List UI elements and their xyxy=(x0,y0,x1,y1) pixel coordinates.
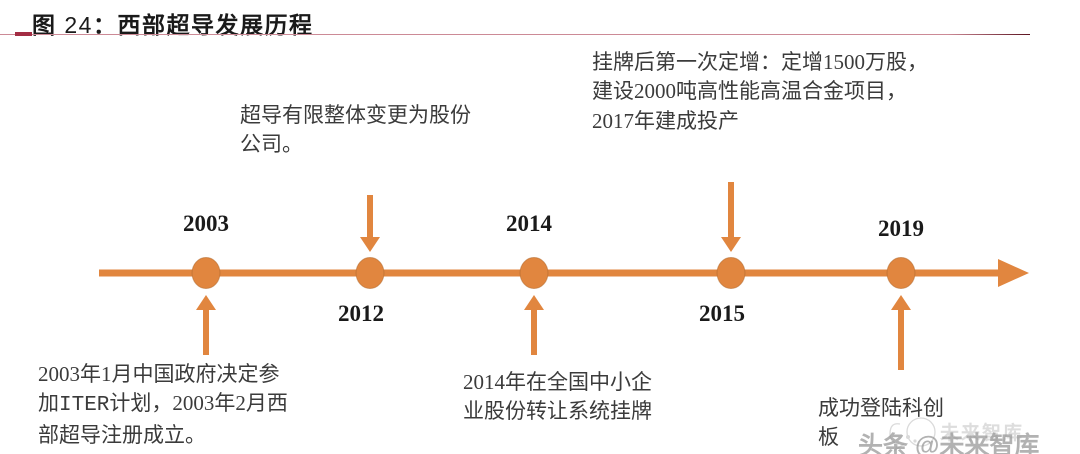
svg-text:头条 @未来智库: 头条 @未来智库 xyxy=(858,431,1039,454)
